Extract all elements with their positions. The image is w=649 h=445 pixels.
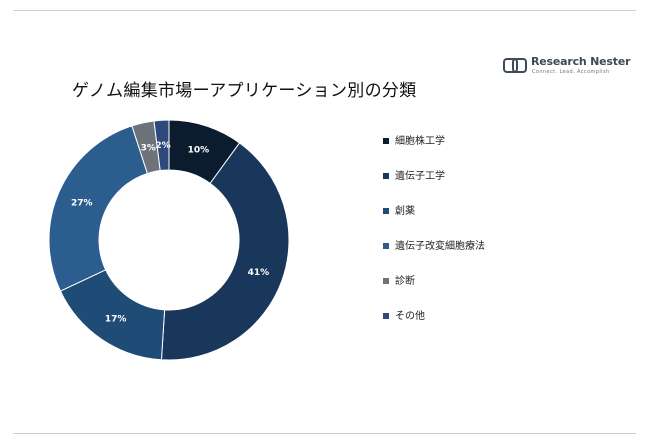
bottom-divider <box>13 433 636 434</box>
slice-data-label: 2% <box>155 141 170 151</box>
slice-data-label: 41% <box>248 268 270 278</box>
legend-label: 創薬 <box>395 206 415 217</box>
legend-label: 診断 <box>395 276 415 287</box>
legend-label: その他 <box>395 311 425 322</box>
legend-swatch <box>383 138 389 144</box>
chart-title: ゲノム編集市場ーアプリケーション別の分類 <box>72 81 417 101</box>
logo-mark-icon <box>503 58 527 73</box>
donut-slice <box>153 119 170 172</box>
legend-swatch <box>383 208 389 214</box>
top-divider <box>13 10 636 11</box>
legend-label: 遺伝子工学 <box>395 171 445 182</box>
slice-data-label: 10% <box>188 146 210 156</box>
donut-slice <box>160 142 290 361</box>
legend-label: 細胞株工学 <box>395 136 445 147</box>
brand-name: Research Nester <box>531 55 631 68</box>
slice-data-label: 3% <box>141 143 156 153</box>
legend-swatch <box>383 278 389 284</box>
legend-swatch <box>383 173 389 179</box>
legend-swatch <box>383 243 389 249</box>
research-nester-logo: Research Nester Connect. Lead. Accomplis… <box>503 55 631 79</box>
legend-swatch <box>383 313 389 319</box>
slice-data-label: 17% <box>105 315 127 325</box>
legend-label: 遺伝子改変細胞療法 <box>395 241 485 252</box>
slice-data-label: 27% <box>71 198 93 208</box>
donut-slice <box>48 125 148 292</box>
brand-tagline: Connect. Lead. Accomplish <box>532 69 610 75</box>
